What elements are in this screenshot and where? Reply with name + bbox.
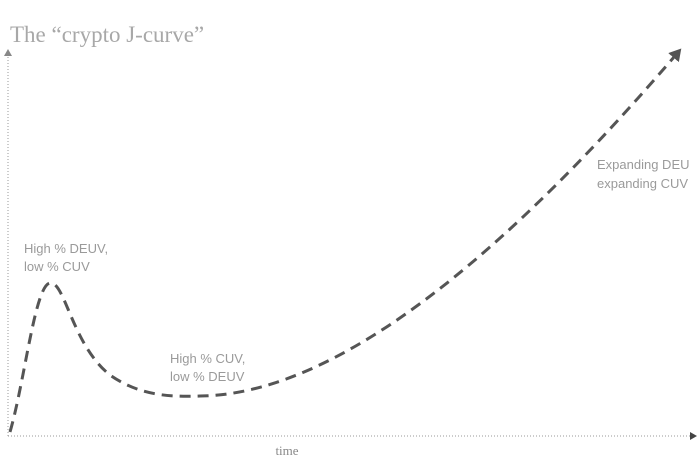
annotation-line: low % CUV — [24, 259, 90, 274]
annotation-line: High % DEUV, — [24, 241, 108, 256]
annotation-line: High % CUV, — [170, 351, 245, 366]
annotation-line: low % DEUV — [170, 369, 245, 384]
title: The “crypto J-curve” — [10, 22, 204, 47]
j-curve — [8, 48, 682, 433]
x-axis-label: time — [275, 443, 298, 458]
annotation-line: expanding CUV — [597, 176, 688, 191]
annotation-line: Expanding DEU — [597, 157, 690, 172]
